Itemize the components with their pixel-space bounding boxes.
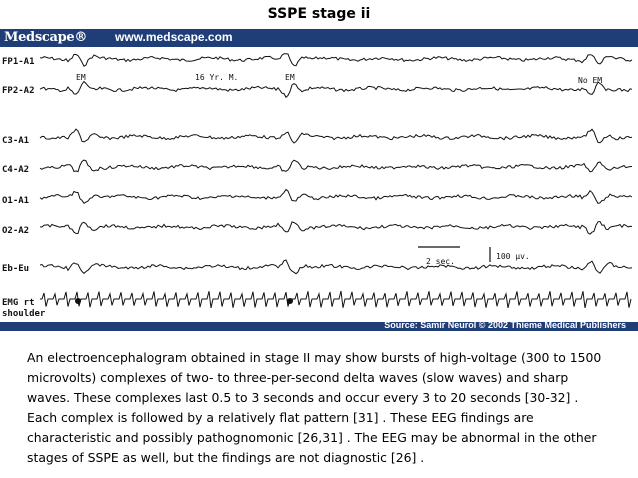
annotation-em-2: EM [285,73,295,82]
eeg-trace-line [39,188,633,204]
channel-label-c3-a1: C3-A1 [2,136,29,146]
eeg-trace-line [39,128,633,144]
channel-label-o1-a1: O1-A1 [2,196,29,206]
annotation-age: 16 Yr. M. [195,73,238,82]
medscape-banner: Medscape® www.medscape.com [0,29,638,47]
annotation-em-1: EM [76,73,86,82]
emg-marker [287,298,293,304]
eeg-trace-line [39,220,633,235]
eeg-traces: FP1-A1 FP2-A2 C3-A1 C4-A2 O1-A1 O2-A2 Eb… [2,53,633,319]
channel-label-fp2-a2: FP2-A2 [2,86,35,96]
channel-label-emg: EMG rt [2,298,35,308]
channel-label-fp1-a1: FP1-A1 [2,57,35,67]
figure-source: Source: Samir Neurol © 2002 Thieme Medic… [384,320,626,330]
channel-label-o2-a2: O2-A2 [2,226,29,236]
eeg-trace-line [39,80,633,99]
annotation-no-em: No EM [578,76,602,85]
amplitude-scale-label: 100 µv. [496,252,530,261]
eeg-figure: FP1-A1 FP2-A2 C3-A1 C4-A2 O1-A1 O2-A2 Eb… [0,47,638,332]
eeg-trace-group [39,53,633,309]
eeg-trace-line [39,53,633,67]
medscape-url: www.medscape.com [115,30,233,44]
emg-marker [75,298,81,304]
eeg-trace-line [39,159,633,173]
channel-label-c4-a2: C4-A2 [2,165,29,175]
body-paragraph: An electroencephalogram obtained in stag… [27,350,602,465]
medscape-logo: Medscape® [4,30,88,45]
time-scale-label: 2 sec. [426,257,455,266]
channel-label-shoulder: shoulder [2,309,46,319]
channel-label-eb-eu: Eb-Eu [2,264,29,274]
slide-title: SSPE stage ii [267,6,371,22]
emg-trace-line [40,290,632,309]
source-strip: Source: Samir Neurol © 2002 Thieme Medic… [0,320,638,331]
eeg-trace-line [39,259,633,275]
